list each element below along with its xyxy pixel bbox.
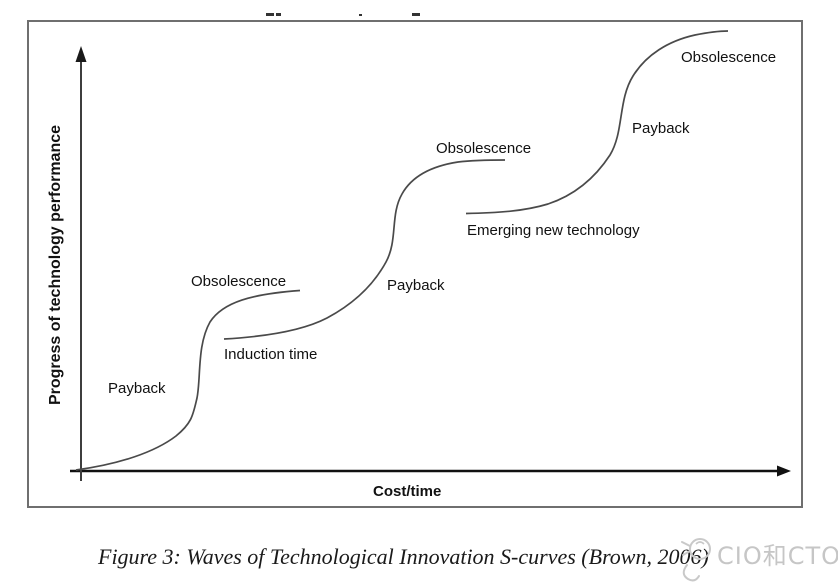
watermark-text: CIO和CTO bbox=[717, 542, 838, 570]
cropped-text-fragment bbox=[359, 14, 362, 16]
figure-caption: Figure 3: Waves of Technological Innovat… bbox=[98, 544, 709, 569]
label-curve1-obsolescence: Obsolescence bbox=[191, 273, 287, 290]
label-curve1-payback: Payback bbox=[108, 380, 166, 397]
label-curve3-payback: Payback bbox=[632, 120, 690, 137]
cropped-text-fragment bbox=[276, 13, 281, 16]
watermark: CIO和CTO bbox=[678, 529, 838, 583]
label-curve3-emerging-new-technology: Emerging new technology bbox=[467, 222, 640, 239]
x-axis-label: Cost/time bbox=[373, 483, 442, 500]
label-curve2-obsolescence: Obsolescence bbox=[436, 140, 532, 157]
cropped-text-fragment bbox=[412, 13, 420, 16]
label-curve2-payback: Payback bbox=[387, 277, 445, 294]
bird-logo-icon bbox=[681, 538, 711, 582]
y-axis-label: Progress of technology performance bbox=[47, 124, 64, 406]
label-curve3-obsolescence: Obsolescence bbox=[681, 49, 777, 66]
label-curve2-induction-time: Induction time bbox=[224, 346, 318, 363]
cropped-text-fragment bbox=[266, 13, 274, 16]
figure-border-box bbox=[27, 20, 803, 508]
